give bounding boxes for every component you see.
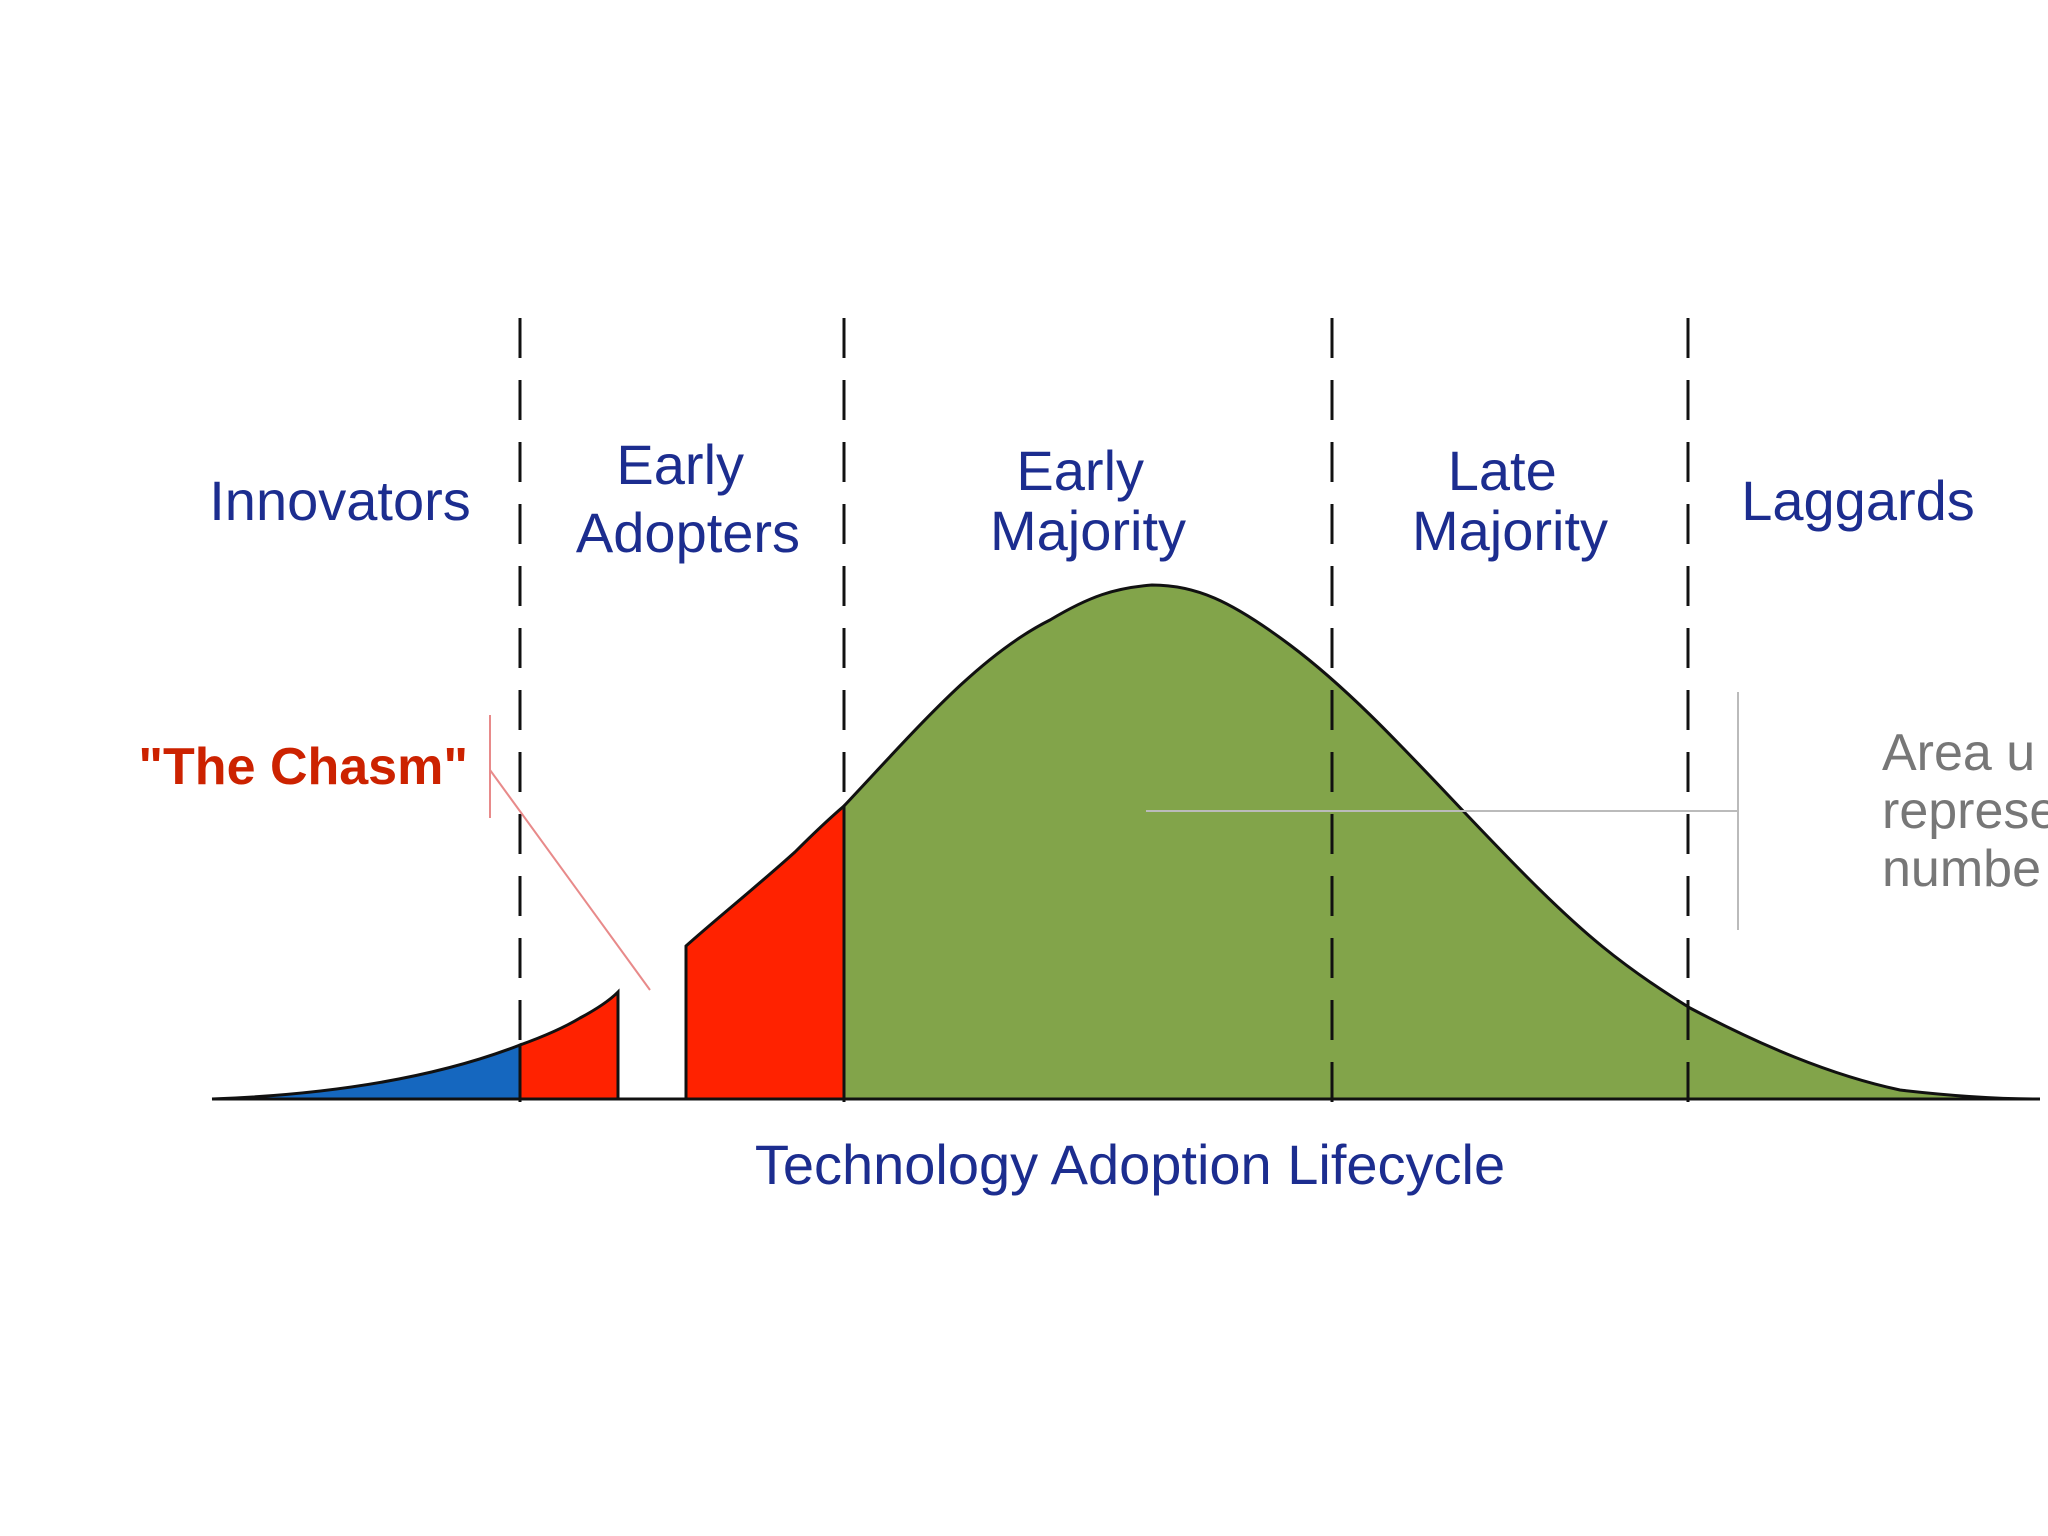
segment-label-laggards: Laggards	[1741, 469, 1975, 532]
chasm-pointer-line	[489, 769, 651, 991]
segment-label-early-adopters: Early Adopters	[576, 433, 800, 564]
axis-label: Technology Adoption Lifecycle	[755, 1133, 1505, 1196]
segment-label-late-majority: Late Majority	[1412, 439, 1608, 562]
innovators-region	[211, 1042, 522, 1101]
majority-and-laggards-region	[842, 583, 2041, 1101]
area-note: Area u represe numbe	[1882, 724, 2048, 898]
segment-label-early-majority: Early Majority	[990, 439, 1186, 562]
early-adopters-region-right	[684, 802, 846, 1101]
chasm-label: "The Chasm"	[138, 738, 468, 796]
segment-label-innovators: Innovators	[209, 469, 471, 532]
early-adopters-region-left	[518, 988, 620, 1101]
